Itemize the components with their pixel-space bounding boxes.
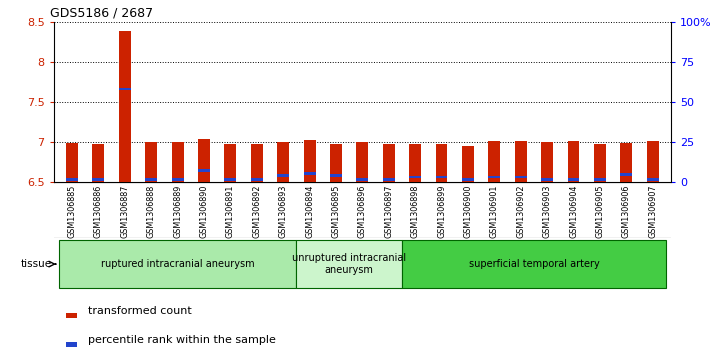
Bar — [356, 142, 368, 182]
Bar — [462, 146, 474, 182]
FancyBboxPatch shape — [402, 240, 666, 288]
Text: GSM1306901: GSM1306901 — [490, 184, 499, 238]
Text: GSM1306897: GSM1306897 — [384, 184, 393, 238]
Bar — [383, 144, 395, 182]
Text: GSM1306903: GSM1306903 — [543, 184, 552, 238]
Text: GSM1306907: GSM1306907 — [648, 184, 657, 238]
Text: GSM1306896: GSM1306896 — [358, 184, 367, 238]
Bar — [356, 179, 368, 181]
Bar — [330, 174, 342, 177]
Bar — [251, 144, 263, 182]
Bar — [277, 142, 289, 182]
Bar — [303, 172, 316, 175]
Bar — [145, 179, 157, 181]
Text: GSM1306905: GSM1306905 — [595, 184, 604, 238]
Bar — [93, 179, 104, 181]
Text: GSM1306886: GSM1306886 — [94, 184, 103, 237]
Text: GSM1306890: GSM1306890 — [199, 184, 208, 238]
Text: GSM1306888: GSM1306888 — [146, 184, 156, 237]
Bar — [171, 179, 183, 181]
Bar — [66, 342, 77, 347]
Bar — [330, 144, 342, 182]
Text: superficial temporal artery: superficial temporal artery — [468, 259, 599, 269]
Bar — [620, 143, 632, 182]
Bar — [515, 141, 527, 182]
Text: GSM1306885: GSM1306885 — [68, 184, 76, 238]
Bar — [436, 144, 448, 182]
Bar — [409, 176, 421, 178]
Bar — [66, 143, 78, 182]
Text: GSM1306892: GSM1306892 — [252, 184, 261, 238]
Text: GSM1306900: GSM1306900 — [463, 184, 473, 238]
Text: GSM1306894: GSM1306894 — [305, 184, 314, 238]
Bar — [568, 179, 580, 181]
Bar — [541, 179, 553, 181]
FancyBboxPatch shape — [59, 240, 296, 288]
Text: GSM1306887: GSM1306887 — [121, 184, 129, 238]
Text: ruptured intracranial aneurysm: ruptured intracranial aneurysm — [101, 259, 254, 269]
Text: GSM1306895: GSM1306895 — [331, 184, 341, 238]
Bar — [594, 179, 606, 181]
Text: GSM1306902: GSM1306902 — [516, 184, 526, 238]
Bar — [66, 179, 78, 181]
Text: unruptured intracranial
aneurysm: unruptured intracranial aneurysm — [292, 253, 406, 275]
Text: transformed count: transformed count — [88, 306, 191, 316]
FancyBboxPatch shape — [296, 240, 402, 288]
Bar — [515, 176, 527, 178]
Bar — [594, 144, 606, 182]
Bar — [224, 179, 236, 181]
Bar — [224, 144, 236, 182]
Bar — [436, 176, 448, 178]
Bar — [198, 169, 210, 172]
Bar — [251, 179, 263, 181]
Text: tissue: tissue — [21, 259, 51, 269]
Text: percentile rank within the sample: percentile rank within the sample — [88, 335, 276, 345]
Text: GSM1306891: GSM1306891 — [226, 184, 235, 238]
Text: GSM1306893: GSM1306893 — [278, 184, 288, 238]
Bar — [488, 141, 501, 182]
Bar — [488, 176, 501, 178]
Bar — [198, 139, 210, 182]
Bar — [277, 174, 289, 177]
Text: GSM1306904: GSM1306904 — [569, 184, 578, 238]
Text: GSM1306889: GSM1306889 — [173, 184, 182, 238]
Text: GSM1306906: GSM1306906 — [622, 184, 630, 238]
Bar — [66, 313, 77, 318]
Bar — [93, 144, 104, 182]
Text: GSM1306899: GSM1306899 — [437, 184, 446, 238]
Bar — [119, 88, 131, 90]
Bar — [119, 31, 131, 182]
Text: GDS5186 / 2687: GDS5186 / 2687 — [51, 6, 154, 19]
Bar — [409, 144, 421, 182]
Bar — [647, 179, 658, 181]
Bar — [462, 179, 474, 181]
Bar — [303, 140, 316, 182]
Bar — [171, 142, 183, 182]
Bar — [145, 142, 157, 182]
Bar — [383, 179, 395, 181]
Bar — [647, 141, 658, 182]
Bar — [568, 141, 580, 182]
Text: GSM1306898: GSM1306898 — [411, 184, 420, 238]
Bar — [620, 173, 632, 176]
Bar — [541, 142, 553, 182]
